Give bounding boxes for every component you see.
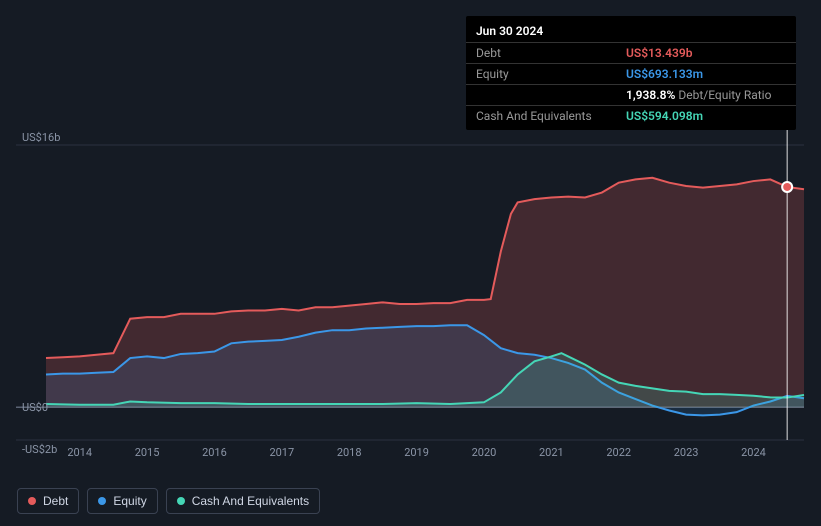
- legend-item-label: Cash And Equivalents: [192, 494, 309, 508]
- x-axis-label: 2019: [404, 446, 429, 459]
- x-axis-label: 2021: [539, 446, 564, 459]
- x-axis-label: 2023: [674, 446, 699, 459]
- tooltip-row: DebtUS$13.439b: [466, 42, 796, 63]
- legend-dot-icon: [177, 497, 185, 505]
- legend-item-equity[interactable]: Equity: [87, 488, 157, 514]
- tooltip-row-label: [476, 88, 626, 102]
- legend-dot-icon: [28, 497, 36, 505]
- tooltip-row-label: Equity: [476, 67, 626, 81]
- y-axis-label: US$16b: [22, 131, 60, 144]
- tooltip-row: 1,938.8% Debt/Equity Ratio: [466, 84, 796, 105]
- x-axis-label: 2015: [135, 446, 160, 459]
- tooltip-row-suffix: Debt/Equity Ratio: [675, 88, 771, 102]
- x-axis-label: 2017: [269, 446, 294, 459]
- legend-item-label: Equity: [113, 494, 146, 508]
- hover-tooltip: Jun 30 2024 DebtUS$13.439bEquityUS$693.1…: [466, 16, 796, 130]
- tooltip-row: EquityUS$693.133m: [466, 63, 796, 84]
- tooltip-row-label: Cash And Equivalents: [476, 109, 626, 123]
- x-axis-label: 2016: [202, 446, 227, 459]
- x-axis-label: 2014: [67, 446, 92, 459]
- tooltip-row-value: 1,938.8% Debt/Equity Ratio: [626, 88, 786, 102]
- tooltip-date: Jun 30 2024: [466, 20, 796, 42]
- tooltip-row-value: US$594.098m: [626, 109, 786, 123]
- legend-item-debt[interactable]: Debt: [17, 488, 79, 514]
- x-axis-label: 2024: [741, 446, 766, 459]
- x-axis-label: 2018: [337, 446, 362, 459]
- tooltip-row-value: US$693.133m: [626, 67, 786, 81]
- tooltip-row-value: US$13.439b: [626, 46, 786, 60]
- legend-item-cash-and-equivalents[interactable]: Cash And Equivalents: [166, 488, 320, 514]
- tooltip-row-label: Debt: [476, 46, 626, 60]
- tooltip-row: Cash And EquivalentsUS$594.098m: [466, 105, 796, 126]
- legend: Debt Equity Cash And Equivalents: [17, 488, 320, 514]
- legend-dot-icon: [98, 497, 106, 505]
- hover-marker-inner: [783, 183, 791, 191]
- y-axis-label: -US$2b: [22, 443, 57, 456]
- x-axis-label: 2022: [606, 446, 631, 459]
- legend-item-label: Debt: [43, 494, 68, 508]
- y-axis-label: US$0: [22, 401, 48, 414]
- x-axis-label: 2020: [472, 446, 497, 459]
